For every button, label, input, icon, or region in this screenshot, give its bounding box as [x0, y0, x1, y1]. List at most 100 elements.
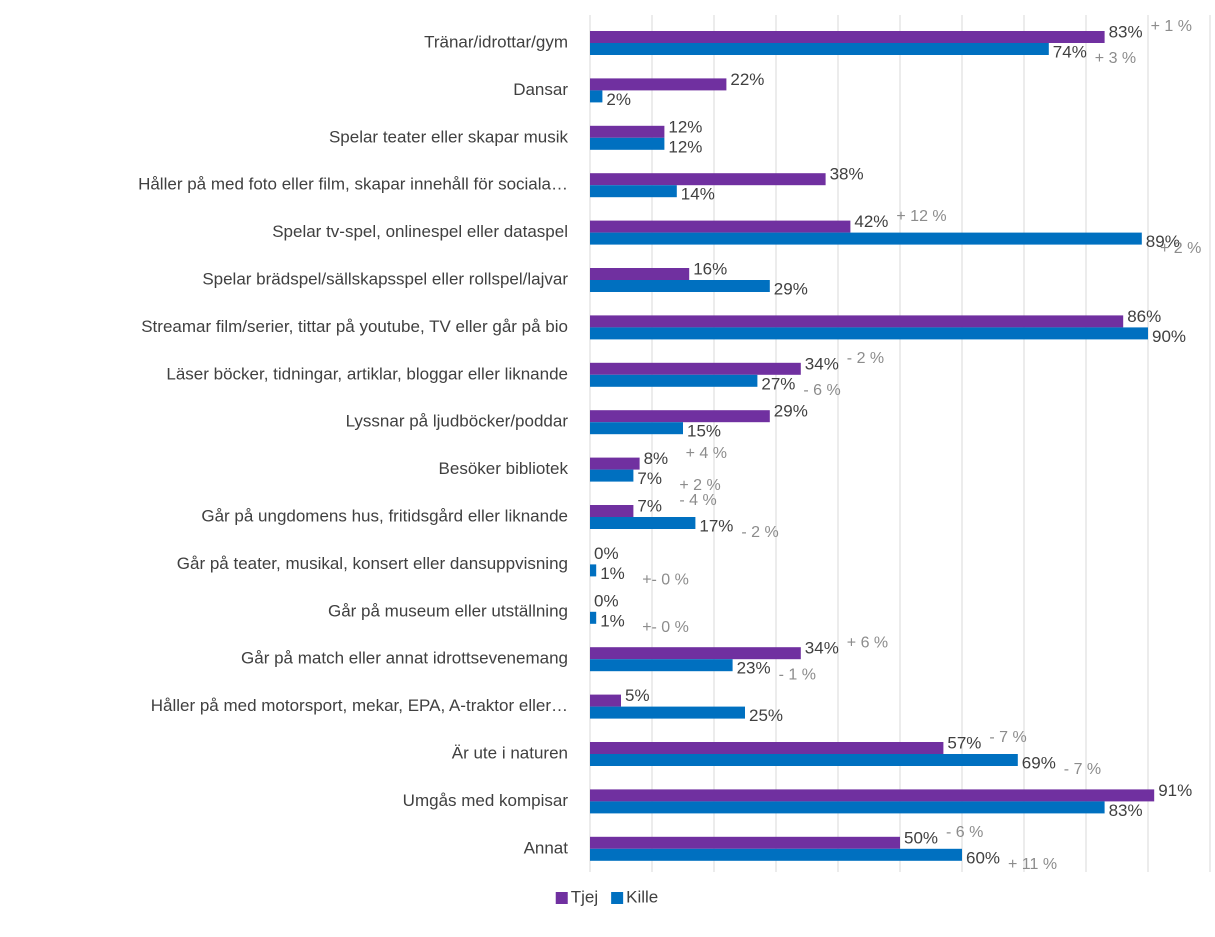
- change-label: + 2 %: [1160, 240, 1201, 257]
- value-label: 23%: [737, 659, 771, 678]
- category-label: Spelar brädspel/sällskapsspel eller roll…: [202, 269, 568, 288]
- bar: [590, 268, 690, 280]
- bar: [590, 789, 1155, 802]
- change-label: - 6 %: [946, 824, 983, 841]
- value-label: 91%: [1158, 781, 1192, 800]
- value-label: 38%: [830, 165, 864, 184]
- legend-swatch: [555, 892, 568, 904]
- change-label: - 7 %: [1064, 761, 1101, 778]
- value-label: 60%: [966, 848, 1000, 867]
- value-label: 57%: [947, 733, 981, 752]
- change-label: + 6 %: [847, 634, 888, 651]
- change-label: + 11 %: [1008, 856, 1057, 873]
- value-label: 69%: [1022, 753, 1056, 772]
- bar: [590, 90, 603, 103]
- change-label: - 7 %: [989, 729, 1026, 746]
- legend-label: Kille: [626, 887, 658, 906]
- value-label: 0%: [594, 591, 619, 610]
- bar: [590, 742, 944, 754]
- category-label: Är ute i naturen: [452, 743, 568, 762]
- value-label: 16%: [693, 259, 727, 278]
- bar: [590, 659, 733, 672]
- value-label: 8%: [644, 449, 669, 468]
- bar: [590, 469, 634, 482]
- change-label: - 2 %: [847, 350, 884, 367]
- value-label: 2%: [606, 90, 631, 109]
- value-label: 15%: [687, 422, 721, 441]
- bar: [590, 362, 801, 375]
- change-label: + 2 %: [679, 477, 720, 494]
- category-label: Lyssnar på ljudböcker/poddar: [346, 412, 569, 431]
- bar: [590, 185, 677, 198]
- value-label: 34%: [805, 639, 839, 658]
- value-label: 7%: [637, 496, 662, 515]
- bar: [590, 374, 758, 387]
- bar: [590, 706, 745, 719]
- category-label: Går på match eller annat idrottseveneman…: [241, 649, 568, 668]
- bar: [590, 505, 634, 517]
- category-label: Umgås med kompisar: [403, 791, 569, 810]
- category-label: Streamar film/serier, tittar på youtube,…: [141, 317, 568, 336]
- bar: [590, 137, 665, 150]
- bar: [590, 280, 770, 292]
- value-label: 5%: [625, 686, 650, 705]
- category-label: Håller på med motorsport, mekar, EPA, A-…: [151, 696, 568, 715]
- value-label: 7%: [637, 469, 662, 488]
- change-label: + 12 %: [896, 208, 946, 225]
- bar: [590, 457, 640, 470]
- value-label: 83%: [1109, 801, 1143, 820]
- value-label: 0%: [594, 544, 619, 563]
- category-label: Tränar/idrottar/gym: [424, 32, 568, 51]
- value-label: 50%: [904, 828, 938, 847]
- bar: [590, 564, 597, 577]
- bar: [590, 78, 727, 91]
- value-label: 25%: [749, 706, 783, 725]
- value-label: 1%: [600, 611, 625, 630]
- bar: [590, 422, 683, 435]
- change-label: + 1 %: [1151, 18, 1192, 35]
- legend-swatch: [611, 892, 624, 904]
- bar: [590, 754, 1018, 766]
- value-label: 1%: [600, 564, 625, 583]
- value-label: 42%: [854, 212, 888, 231]
- bar: [590, 232, 1142, 245]
- bar: [590, 801, 1105, 814]
- bar: [590, 836, 900, 849]
- legend-label: Tjej: [571, 887, 598, 906]
- value-label: 90%: [1152, 327, 1186, 346]
- value-label: 29%: [774, 279, 808, 298]
- category-label: Går på teater, musikal, konsert eller da…: [177, 554, 568, 573]
- value-label: 17%: [699, 516, 733, 535]
- bar: [590, 327, 1148, 340]
- category-label: Besöker bibliotek: [439, 459, 569, 478]
- change-label: +- 0 %: [642, 572, 689, 589]
- category-label: Går på ungdomens hus, fritidsgård eller …: [201, 506, 568, 525]
- value-label: 83%: [1109, 22, 1143, 41]
- change-label: +- 0 %: [642, 619, 689, 636]
- change-label: + 4 %: [686, 445, 727, 462]
- value-label: 12%: [668, 137, 702, 156]
- category-label: Spelar teater eller skapar musik: [329, 127, 569, 146]
- category-label: Spelar tv-spel, onlinespel eller dataspe…: [272, 222, 568, 241]
- value-label: 22%: [730, 70, 764, 89]
- change-label: - 4 %: [679, 492, 716, 509]
- value-label: 34%: [805, 354, 839, 373]
- value-label: 74%: [1053, 42, 1087, 61]
- bar: [590, 410, 770, 423]
- category-label: Håller på med foto eller film, skapar in…: [138, 175, 568, 194]
- value-label: 14%: [681, 185, 715, 204]
- category-label: Läser böcker, tidningar, artiklar, blogg…: [166, 364, 568, 383]
- bar: [590, 694, 621, 707]
- bar: [590, 220, 851, 233]
- category-label: Annat: [524, 838, 569, 857]
- category-label: Dansar: [513, 80, 568, 99]
- bar: [590, 611, 597, 624]
- value-label: 27%: [761, 374, 795, 393]
- bar: [590, 517, 696, 529]
- bar: [590, 315, 1124, 328]
- bar: [590, 173, 826, 186]
- bar: [590, 31, 1105, 43]
- category-label: Går på museum eller utställning: [328, 601, 568, 620]
- change-label: - 6 %: [803, 382, 840, 399]
